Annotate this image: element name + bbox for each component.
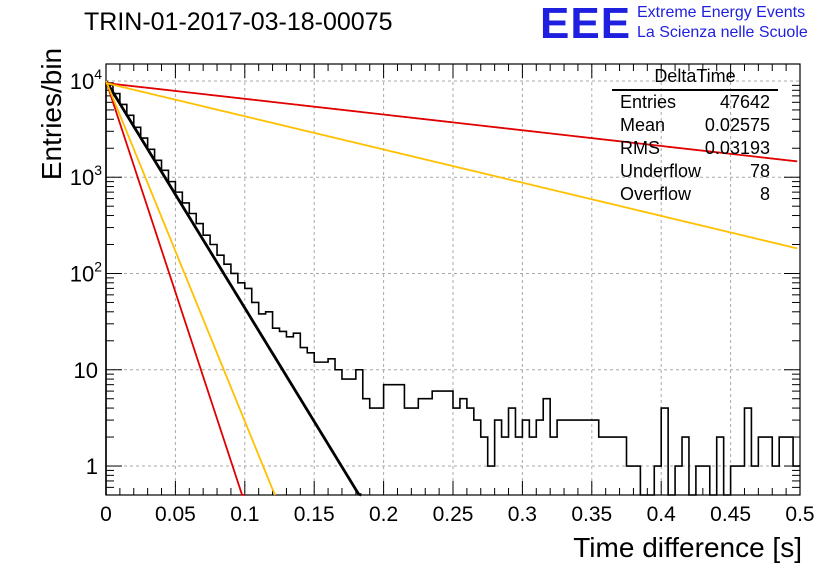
fit-line-2 — [105, 80, 245, 496]
x-tick-label: 0.45 — [710, 503, 751, 526]
stats-label: Underflow — [620, 161, 702, 181]
x-tick-label: 0.3 — [508, 503, 537, 526]
stats-box: DeltaTime Entries 47642 Mean 0.02575 RMS… — [612, 66, 778, 206]
stats-row-overflow: Overflow 8 — [612, 183, 778, 206]
x-tick-label: 0.5 — [785, 503, 814, 526]
stats-value: 8 — [759, 184, 770, 204]
org-name-line1: Extreme Energy Events — [637, 4, 806, 21]
x-axis-label: Time difference [s] — [573, 532, 802, 563]
eee-logo: EEE — [540, 0, 632, 48]
y-tick-label: 10 — [74, 358, 98, 383]
y-tick-label: 103 — [70, 162, 102, 190]
fit-line-4 — [105, 82, 798, 163]
stats-box-title: DeltaTime — [612, 66, 778, 91]
fit-line-1 — [104, 80, 362, 497]
stats-label: Mean — [620, 115, 666, 135]
x-tick-label: 0.25 — [433, 503, 474, 526]
x-tick-label: 0.35 — [571, 503, 612, 526]
stats-value: 47642 — [719, 92, 770, 112]
fit-line-3 — [105, 80, 277, 496]
y-tick-label: 102 — [70, 258, 102, 286]
x-tick-label: 0.05 — [155, 503, 196, 526]
stats-label: RMS — [620, 138, 660, 158]
chart-title: TRIN-01-2017-03-18-00075 — [84, 8, 393, 36]
stats-row-underflow: Underflow 78 — [612, 160, 778, 183]
stats-label: Overflow — [620, 184, 692, 204]
fit-line-5 — [105, 82, 798, 250]
y-tick-label: 1 — [86, 454, 98, 479]
histogram-line — [105, 82, 800, 496]
y-axis-label: Entries/bin — [36, 47, 67, 181]
x-tick-label: 0.1 — [230, 503, 259, 526]
x-tick-label: 0.15 — [294, 503, 335, 526]
stats-value: 0.03193 — [704, 138, 770, 158]
stats-row-entries: Entries 47642 — [612, 91, 778, 114]
stats-label: Entries — [620, 92, 677, 112]
x-tick-label: 0.2 — [369, 503, 398, 526]
org-name-line2: La Scienza nelle Scuole — [637, 24, 808, 41]
x-tick-label: 0 — [100, 503, 112, 526]
x-tick-label: 0.4 — [647, 503, 677, 526]
stats-value: 78 — [749, 161, 770, 181]
stats-value: 0.02575 — [704, 115, 770, 135]
stats-row-mean: Mean 0.02575 — [612, 114, 778, 137]
y-tick-label: 104 — [70, 66, 102, 94]
stats-row-rms: RMS 0.03193 — [612, 137, 778, 160]
